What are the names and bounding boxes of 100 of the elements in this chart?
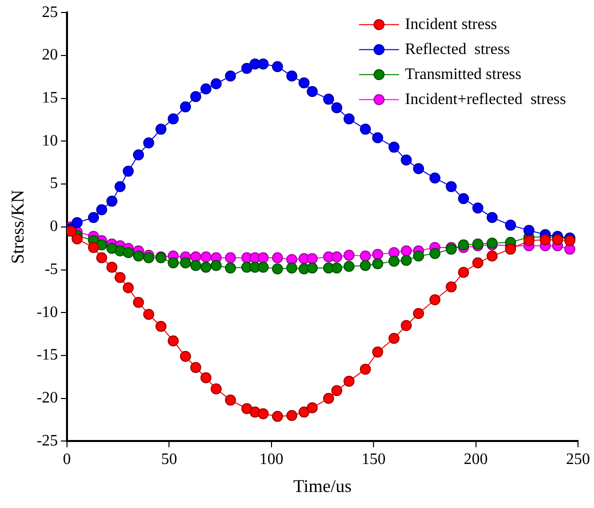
point bbox=[106, 196, 118, 207]
point bbox=[486, 212, 498, 223]
point bbox=[96, 204, 108, 216]
point bbox=[210, 78, 222, 90]
point bbox=[505, 220, 516, 231]
point bbox=[372, 258, 384, 270]
point bbox=[224, 394, 236, 406]
point bbox=[168, 257, 179, 268]
point bbox=[258, 262, 269, 273]
point bbox=[400, 245, 412, 256]
x-tick-label: 250 bbox=[566, 451, 590, 468]
point bbox=[306, 262, 318, 274]
point bbox=[132, 296, 144, 308]
point bbox=[400, 154, 412, 166]
point bbox=[88, 212, 100, 223]
y-tick-label: -5 bbox=[44, 260, 58, 278]
point bbox=[122, 166, 134, 177]
point bbox=[331, 102, 342, 114]
point bbox=[272, 252, 283, 264]
point bbox=[344, 250, 355, 261]
point bbox=[168, 335, 179, 346]
point bbox=[180, 350, 191, 362]
point bbox=[540, 234, 551, 246]
point bbox=[360, 260, 371, 271]
point bbox=[331, 262, 342, 274]
point bbox=[472, 257, 484, 268]
y-tick-label: 0 bbox=[50, 218, 58, 236]
point bbox=[413, 250, 424, 262]
point bbox=[344, 376, 355, 387]
point bbox=[143, 137, 154, 148]
y-axis-title: Stress/KN bbox=[8, 190, 28, 264]
point bbox=[298, 406, 310, 418]
x-axis-title: Time/us bbox=[293, 476, 352, 496]
point bbox=[190, 260, 202, 271]
point bbox=[200, 262, 212, 273]
point bbox=[472, 202, 484, 214]
point bbox=[114, 272, 126, 283]
point bbox=[446, 181, 457, 192]
point bbox=[360, 124, 371, 135]
point bbox=[72, 217, 83, 228]
point bbox=[298, 77, 310, 88]
x-tick-label: 100 bbox=[259, 451, 284, 468]
point bbox=[132, 149, 144, 160]
point bbox=[458, 193, 470, 204]
point bbox=[429, 172, 440, 184]
x-tick-label: 150 bbox=[362, 451, 386, 468]
point bbox=[224, 262, 236, 274]
point bbox=[360, 364, 371, 375]
point bbox=[458, 266, 470, 278]
point bbox=[372, 132, 384, 144]
point bbox=[286, 262, 298, 274]
point bbox=[344, 113, 355, 124]
point bbox=[190, 91, 202, 102]
point bbox=[372, 248, 384, 260]
point bbox=[224, 70, 236, 82]
point bbox=[306, 402, 318, 414]
point bbox=[190, 362, 202, 373]
point bbox=[286, 70, 298, 82]
point bbox=[306, 253, 318, 264]
y-tick-label: -20 bbox=[36, 390, 58, 407]
x-tick-label: 50 bbox=[161, 451, 178, 468]
y-tick-label: 25 bbox=[42, 4, 58, 21]
point bbox=[372, 346, 384, 358]
point bbox=[155, 124, 166, 135]
x-tick-label: 200 bbox=[464, 451, 488, 468]
point bbox=[323, 392, 334, 404]
point bbox=[258, 58, 269, 70]
point bbox=[200, 372, 212, 384]
legend-label: Incident stress bbox=[405, 16, 498, 33]
y-tick-label: 10 bbox=[42, 132, 58, 150]
point bbox=[72, 233, 83, 244]
point bbox=[360, 250, 371, 262]
point bbox=[306, 86, 318, 97]
point bbox=[323, 94, 334, 105]
point bbox=[210, 260, 222, 271]
point bbox=[413, 308, 424, 319]
point bbox=[523, 224, 534, 236]
point bbox=[446, 281, 457, 292]
point bbox=[331, 251, 342, 262]
point bbox=[429, 248, 440, 259]
y-tick-label: 15 bbox=[42, 90, 58, 107]
legend-label: Reflected stress bbox=[405, 40, 510, 58]
point bbox=[331, 385, 342, 396]
legend-label: Transmitted stress bbox=[405, 66, 522, 83]
point bbox=[180, 257, 191, 268]
y-tick-label: 5 bbox=[50, 175, 58, 192]
point bbox=[210, 383, 222, 394]
point bbox=[155, 320, 166, 332]
y-tick-label: -15 bbox=[36, 346, 58, 364]
point bbox=[106, 262, 118, 273]
point bbox=[388, 142, 400, 153]
x-tick-label: 0 bbox=[62, 451, 71, 468]
point bbox=[458, 239, 470, 250]
point bbox=[388, 332, 400, 344]
point bbox=[200, 83, 212, 94]
point bbox=[486, 250, 498, 262]
point bbox=[143, 252, 154, 264]
point bbox=[286, 410, 298, 421]
point bbox=[180, 101, 191, 112]
legend-label: Incident+reflected stress bbox=[405, 90, 566, 108]
